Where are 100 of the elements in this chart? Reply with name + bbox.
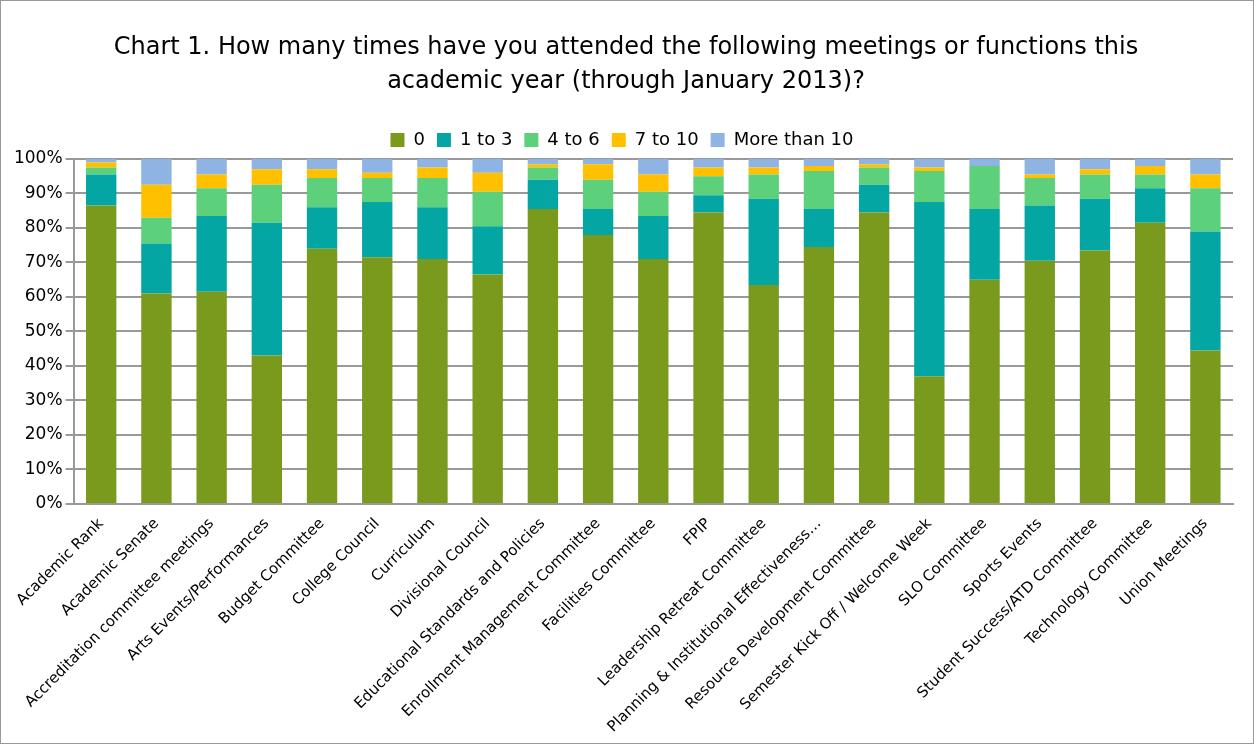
bar [803,165,835,172]
bar [1079,174,1111,199]
bar [417,159,448,168]
bar [803,159,835,166]
bar [362,202,393,258]
bar [362,159,393,173]
bar [251,169,283,185]
bar [196,188,227,216]
bar [858,184,890,213]
bar [472,226,503,275]
bar [1135,188,1166,223]
legend-label: 1 to 3 [459,127,513,149]
bar [1024,177,1055,206]
bar [858,164,890,168]
bar [196,291,227,503]
bar [472,159,503,173]
bar [1135,222,1166,503]
bar [1135,159,1166,166]
y-tick-label: 40% [24,354,63,375]
bar [748,167,779,175]
bar [417,207,448,260]
bar [141,184,172,218]
bar [196,159,227,175]
bar [638,259,669,503]
y-tick-label: 30% [24,388,63,409]
bar [582,209,614,235]
y-tick-label: 0% [35,492,63,513]
bar [417,167,448,178]
bar [638,159,669,175]
y-tick-label: 100% [13,147,63,168]
bar [638,215,669,260]
bar [1190,188,1221,232]
bar [86,205,117,503]
bar [527,159,559,165]
bar [693,212,724,503]
bar [1024,260,1055,503]
bar [1079,250,1111,503]
bar [417,259,448,503]
bar [362,257,393,503]
legend-label: More than 10 [733,127,854,149]
bar [86,167,117,175]
bar [527,167,559,180]
bar [86,174,117,206]
bar [141,217,172,244]
bar [693,195,724,213]
bar [251,184,283,223]
bar [1190,350,1221,503]
bar [527,179,559,210]
bar [86,162,117,168]
bar [638,174,669,192]
bar [803,171,835,210]
bar [141,159,172,185]
bar [306,207,338,249]
bar [362,177,393,203]
bar [582,159,614,165]
bar [693,176,724,196]
bar [1079,169,1111,175]
bar [196,215,227,292]
bar [141,243,172,294]
bar [748,159,779,168]
bar [582,179,614,210]
bar [306,159,338,170]
bar [472,172,503,192]
bar [306,248,338,503]
bar [969,279,1000,503]
bar [251,159,283,170]
bar [914,202,945,377]
bar [472,191,503,227]
bar [251,222,283,356]
bar [1079,198,1111,251]
bar [803,209,835,247]
bar [693,159,724,168]
chart-title: Chart 1. How many times have you attended the following meetings or functions this academic year (through January 2013)? [112,31,1140,96]
y-tick-label: 80% [24,216,63,237]
bar [969,159,1000,166]
bar [1190,231,1221,351]
bar [1190,174,1221,189]
bar [582,234,614,503]
legend-label: 0 [413,127,425,149]
y-tick-label: 90% [24,181,63,202]
bar [914,159,945,168]
bar [693,167,724,177]
bar [1190,159,1221,175]
bar [858,159,890,165]
bar [306,177,338,208]
bar [582,164,614,180]
bar [417,177,448,208]
bar [638,191,669,216]
bar [1079,159,1111,170]
bar [858,212,890,503]
bar [196,174,227,189]
y-tick-label: 20% [24,423,63,444]
bar [362,172,393,178]
bar [858,167,890,185]
bar [1135,174,1166,189]
bar [914,376,945,503]
bar [472,274,503,503]
y-tick-label: 10% [24,457,63,478]
bar [969,165,1000,210]
legend-label: 7 to 10 [634,127,699,149]
